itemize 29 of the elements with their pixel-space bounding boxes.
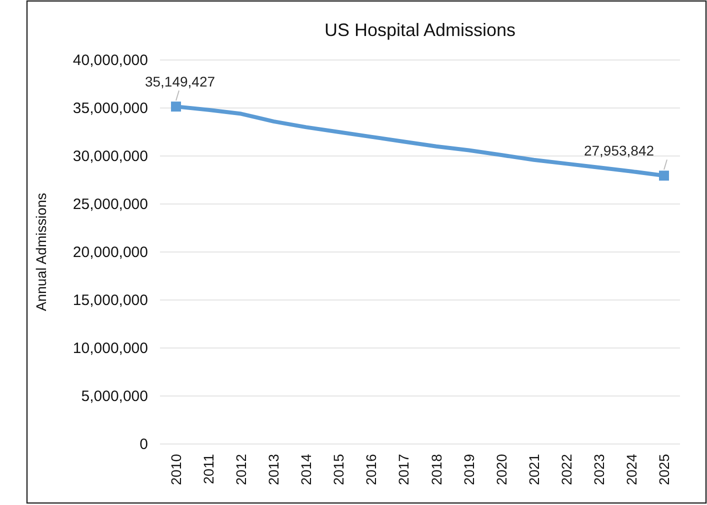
chart-title: US Hospital Admissions [324,20,516,40]
x-tick-label: 2015 [330,454,347,486]
x-tick-label: 2014 [298,454,314,486]
y-tick-label: 5,000,000 [81,388,148,405]
data-label: 27,953,842 [584,142,654,159]
x-tick-label: 2025 [656,454,672,486]
x-tick-label: 2017 [396,454,412,486]
x-tick-label: 2021 [526,454,542,486]
x-tick-label: 2023 [590,454,607,486]
x-tick-label: 2010 [168,454,184,486]
x-tick-label: 2020 [493,454,510,486]
x-tick-label: 2013 [266,454,282,486]
x-tick-label: 2022 [558,454,574,486]
y-tick-label: 25,000,000 [72,196,148,213]
x-tick-label: 2011 [200,454,217,484]
y-tick-label: 20,000,000 [72,244,148,261]
y-tick-label: 30,000,000 [72,148,148,165]
data-label: 35,149,427 [144,74,216,90]
x-tick-label: 2012 [233,454,250,486]
y-tick-label: 35,000,000 [72,100,148,117]
y-tick-label: 15,000,000 [72,292,148,309]
x-tick-label: 2024 [623,454,640,486]
x-tick-label: 2018 [428,454,444,486]
y-tick-label: 0 [140,436,148,453]
y-axis-title: Annual Admissions [33,192,49,312]
y-tick-label: 10,000,000 [72,340,148,357]
y-tick-label: 40,000,000 [72,52,148,69]
x-tick-label: 2016 [363,454,380,486]
x-tick-label: 2019 [460,454,477,486]
